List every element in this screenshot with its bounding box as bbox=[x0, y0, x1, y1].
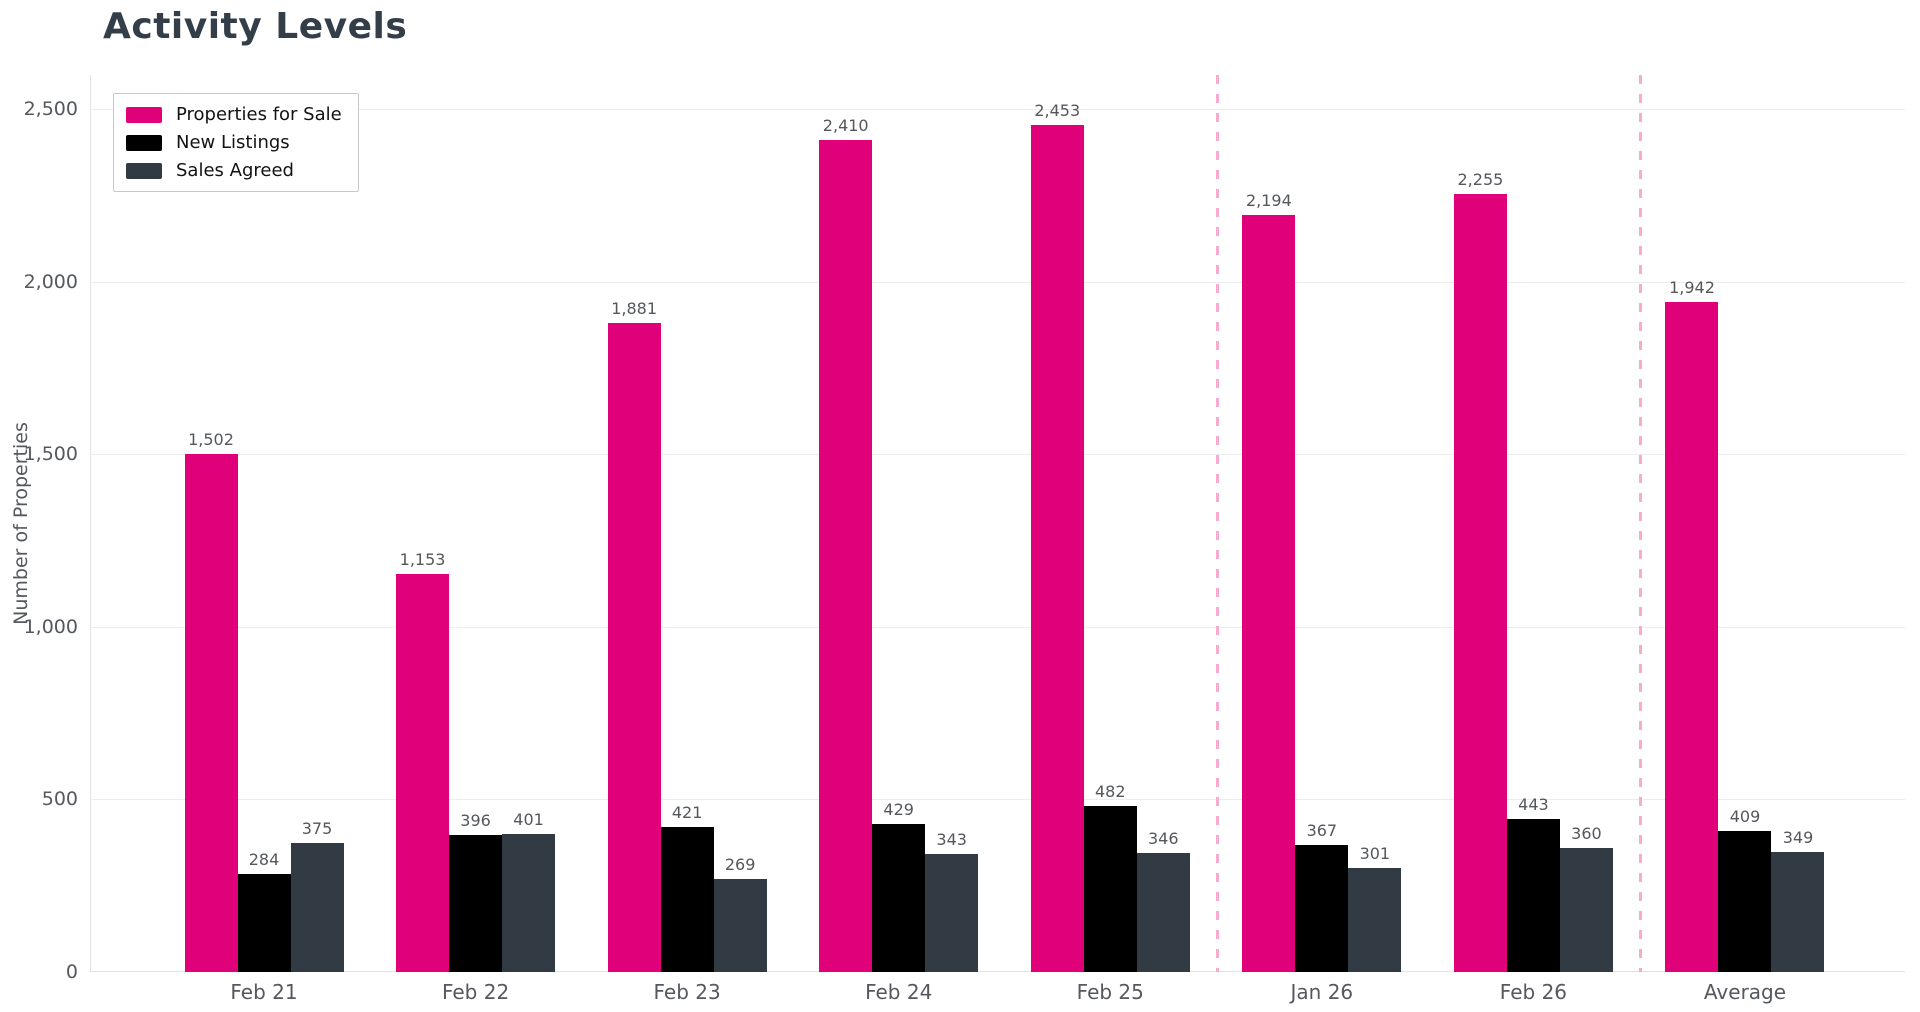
period-separator-line bbox=[1216, 75, 1220, 972]
bar-sales-agreed-jan-26 bbox=[1348, 868, 1402, 972]
bar-value-label: 421 bbox=[671, 802, 703, 822]
bar-value-label: 1,153 bbox=[399, 550, 446, 569]
bar-sales-agreed-feb-26 bbox=[1559, 847, 1613, 972]
bar-value-label: 2,410 bbox=[822, 116, 869, 136]
bar-properties-for-sale-feb-21 bbox=[184, 453, 238, 972]
bar-value-label: 409 bbox=[1729, 806, 1761, 826]
legend-item-new-listings: New Listings bbox=[126, 132, 342, 153]
bar-value-label: 401 bbox=[513, 809, 544, 829]
legend-item-properties-for-sale: Properties for Sale bbox=[126, 104, 342, 125]
legend-label: Properties for Sale bbox=[176, 104, 342, 125]
bar-sales-agreed-feb-21 bbox=[290, 842, 344, 972]
bar-value-label: 349 bbox=[1782, 827, 1814, 847]
bar-value-label: 1,502 bbox=[188, 429, 234, 449]
bar-value-label: 367 bbox=[1306, 821, 1338, 841]
y-axis-line bbox=[90, 75, 91, 972]
y-tick-label: 500 bbox=[41, 788, 78, 811]
bar-value-label: 1,881 bbox=[611, 298, 658, 318]
bar-new-listings-feb-21 bbox=[237, 873, 291, 972]
x-tick-label-feb-25: Feb 25 bbox=[1076, 980, 1144, 1004]
x-tick-label-feb-22: Feb 22 bbox=[441, 980, 510, 1004]
y-tick-label: 1,500 bbox=[23, 443, 78, 466]
bar-value-label: 375 bbox=[301, 818, 333, 838]
bar-sales-agreed-feb-25 bbox=[1136, 852, 1190, 972]
x-tick-label-jan-26: Jan 26 bbox=[1290, 980, 1354, 1004]
bar-sales-agreed-feb-23 bbox=[713, 879, 767, 972]
bar-value-label: 343 bbox=[936, 829, 967, 849]
bar-properties-for-sale-average bbox=[1665, 301, 1719, 972]
bar-new-listings-feb-25 bbox=[1083, 805, 1137, 972]
bar-value-label: 2,194 bbox=[1245, 190, 1292, 210]
period-separator-line bbox=[1639, 75, 1643, 972]
bar-properties-for-sale-feb-24 bbox=[819, 140, 873, 972]
bar-new-listings-feb-22 bbox=[449, 835, 503, 972]
bar-value-label: 2,255 bbox=[1457, 169, 1504, 189]
bar-properties-for-sale-feb-23 bbox=[607, 322, 661, 972]
gridline bbox=[90, 109, 1905, 110]
y-tick-label: 0 bbox=[65, 961, 78, 983]
y-tick-label: 1,000 bbox=[23, 615, 78, 638]
x-tick-label-feb-24: Feb 24 bbox=[865, 980, 933, 1004]
bar-new-listings-feb-23 bbox=[660, 826, 714, 972]
bar-new-listings-average bbox=[1718, 830, 1772, 972]
legend-swatch-new-listings bbox=[126, 134, 162, 151]
bar-value-label: 443 bbox=[1518, 795, 1549, 815]
plot-area: Properties for Sale New Listings Sales Agr… bbox=[24, 75, 1905, 1004]
x-tick-label-average: Average bbox=[1703, 980, 1787, 1004]
legend-swatch-sales-agreed bbox=[126, 162, 162, 179]
bar-value-label: 2,453 bbox=[1034, 101, 1081, 121]
bar-properties-for-sale-jan-26 bbox=[1242, 214, 1296, 972]
bar-sales-agreed-feb-24 bbox=[925, 853, 979, 972]
bar-value-label: 284 bbox=[248, 849, 280, 869]
legend: Properties for Sale New Listings Sales Agr… bbox=[113, 93, 359, 192]
bar-properties-for-sale-feb-26 bbox=[1453, 193, 1507, 972]
y-tick-label: 2,500 bbox=[23, 98, 78, 120]
bar-value-label: 269 bbox=[724, 855, 756, 875]
bar-properties-for-sale-feb-22 bbox=[396, 574, 450, 972]
gridline bbox=[90, 799, 1905, 801]
bar-new-listings-jan-26 bbox=[1295, 845, 1349, 972]
bar-value-label: 1,942 bbox=[1669, 277, 1715, 297]
bar-sales-agreed-average bbox=[1771, 851, 1825, 972]
gridline bbox=[90, 626, 1905, 628]
bar-value-label: 396 bbox=[460, 811, 491, 831]
x-tick-label-feb-26: Feb 26 bbox=[1499, 980, 1568, 1004]
legend-label: New Listings bbox=[176, 132, 290, 153]
bar-new-listings-feb-24 bbox=[872, 823, 926, 972]
bar-value-label: 429 bbox=[883, 799, 914, 819]
legend-label: Sales Agreed bbox=[176, 160, 294, 181]
bar-new-listings-feb-26 bbox=[1506, 819, 1560, 972]
bar-value-label: 482 bbox=[1094, 781, 1126, 801]
legend-swatch-properties-for-sale bbox=[126, 106, 162, 123]
gridline bbox=[90, 454, 1905, 456]
bar-value-label: 346 bbox=[1147, 828, 1179, 848]
x-axis-line bbox=[90, 971, 1905, 972]
bar-properties-for-sale-feb-25 bbox=[1030, 125, 1084, 972]
bar-sales-agreed-feb-22 bbox=[502, 833, 556, 972]
chart-title: Activity Levels bbox=[103, 6, 408, 47]
gridline bbox=[90, 281, 1905, 283]
x-tick-label-feb-23: Feb 23 bbox=[653, 980, 721, 1004]
y-axis-title: Number of Properties bbox=[10, 422, 32, 625]
legend-item-sales-agreed: Sales Agreed bbox=[126, 160, 342, 181]
y-tick-label: 2,000 bbox=[23, 270, 78, 293]
bar-value-label: 360 bbox=[1571, 823, 1602, 843]
bar-value-label: 301 bbox=[1359, 844, 1391, 864]
x-tick-label-feb-21: Feb 21 bbox=[230, 980, 298, 1004]
